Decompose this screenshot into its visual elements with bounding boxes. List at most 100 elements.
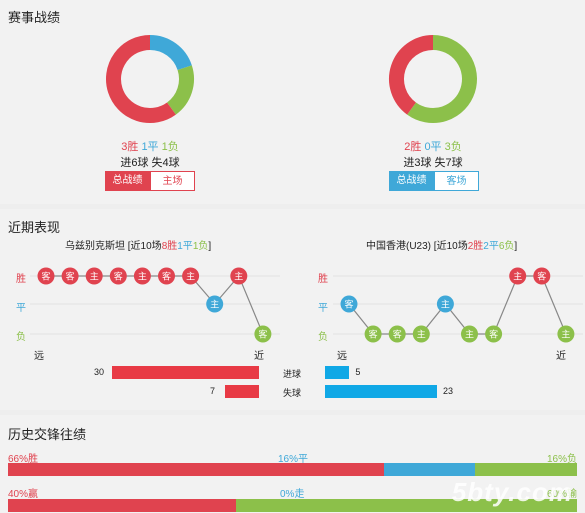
right-summary-wins: 2胜 [467,241,484,252]
left-axis-near: 近 [254,351,264,362]
left-trend-venue-label: 客 [66,271,75,282]
left-trend-venue-label: 主 [234,271,243,282]
left-trend-venue-label: 主 [138,271,147,282]
left-trend-point [230,267,248,285]
left-team-summary: 乌兹别克斯坦 [近10场8胜1平1负] [65,237,211,252]
left-trend-point [37,267,55,285]
right-trend-point [509,267,527,285]
left-win-count: 3胜 [121,141,139,153]
right-trend-venue-label: 客 [489,329,498,340]
right-trend-point [340,295,358,313]
goals-conceded-left-value: 7 [210,386,216,396]
left-draw-count: 1平 [141,141,159,153]
goals-scored-left-value: 30 [94,367,105,377]
left-summary-draws: 1平 [177,241,193,252]
right-goals-line: 进3球 失7球 [373,154,493,170]
right-loss-count: 3负 [444,141,462,153]
left-team-name: 乌兹别克斯坦 [65,241,125,252]
right-trend-point [436,295,454,313]
left-loss-count: 1负 [161,141,179,153]
left-trend-venue-label: 客 [41,271,50,282]
left-trend-point [158,267,175,285]
left-trend-venue-label: 客 [258,329,267,340]
right-axis-win: 胜 [318,274,328,285]
left-trend-chart: 客客主客主客主主主客 [30,267,280,343]
right-summary-losses: 6负 [498,241,515,252]
right-win-count: 2胜 [404,141,422,153]
history-title: 历史交锋往绩 [8,427,87,442]
goals-scored-right-value: 5 [355,367,361,377]
right-donut-win-slice [389,35,434,115]
left-trend-venue-label: 主 [186,271,195,282]
left-trend-point [85,267,103,285]
left-axis-far: 远 [34,351,44,362]
left-goals-for: 进6球 [120,157,149,169]
goals-conceded-right-value: 23 [443,386,454,396]
history-row2-bar [8,499,577,512]
watermark: 5bty.com [451,477,573,507]
goals-conceded-right-bar [325,385,437,398]
history-row1-c-segment [474,463,577,476]
history-row1-b-label: 16%平 [278,454,309,465]
left-home-tab[interactable]: 主场 [150,171,195,191]
right-trend-venue-label: 客 [369,329,378,340]
right-axis-draw: 平 [318,303,328,314]
right-total-tab[interactable]: 总战绩 [389,171,434,191]
history-row2-a-label: 40%赢 [8,489,39,500]
history-row1-a-label: 66%胜 [8,454,39,465]
right-trend-venue-label: 主 [441,299,450,310]
left-trend-point [206,295,224,313]
right-summary-draws: 2平 [483,241,499,252]
left-total-tab[interactable]: 总战绩 [105,171,150,191]
right-goals-for: 进3球 [403,157,432,169]
left-summary-wins: 8胜 [161,241,178,252]
record-title: 赛事战绩 [8,10,61,25]
left-trend-point [254,325,272,343]
history-row2-c-label: 60%输 [546,489,577,500]
left-donut-loss-slice [166,65,194,115]
left-axis-win: 胜 [16,274,26,285]
left-summary-suffix: ] [208,241,212,252]
history-row1-c-label: 16%负 [546,454,577,465]
left-trend-point [61,267,79,285]
right-axis-loss: 负 [318,332,328,343]
left-axis-loss: 负 [16,332,26,343]
history-row2-c-segment [235,499,577,512]
right-donut-chart [389,35,477,123]
record-section: 赛事战绩 3胜 1平 1负 进6球 失4球 总战绩 主场 2胜 0平 3负 进3… [0,0,585,204]
left-trend-venue-label: 客 [114,271,123,282]
left-donut-win-slice [106,35,176,123]
left-trend-venue-label: 主 [90,271,99,282]
recent-section: 近期表现 乌兹别克斯坦 [近10场8胜1平1负] 中国香港(U23) [近10场… [0,209,585,410]
right-summary-prefix: [近10场 [433,241,468,252]
right-axis-far: 远 [337,351,347,362]
left-trend-venue-label: 客 [162,271,171,282]
right-away-tab[interactable]: 客场 [434,171,479,191]
goals-conceded-left-bar [224,385,259,398]
left-trend-point [109,267,127,285]
right-trend-line [348,275,567,335]
right-trend-venue-label: 主 [561,329,570,340]
left-summary-prefix: [近10场 [127,241,162,252]
right-trend-venue-label: 客 [537,271,546,282]
right-trend-venue-label: 主 [465,329,474,340]
left-donut-chart [106,35,194,123]
left-trend-venue-label: 主 [210,299,219,310]
left-trend-point [133,267,151,285]
goals-scored-label: 进球 [283,369,302,379]
right-trend-chart: 客客客主主主 客主 客主 [333,267,583,343]
left-donut-draw-slice [149,35,192,71]
left-goals-against: 失4球 [151,157,180,169]
left-summary-losses: 1负 [192,241,209,252]
recent-title: 近期表现 [8,220,61,235]
right-trend-point [412,325,430,343]
history-row2-b-label: 0%走 [280,489,305,500]
right-trend-venue-label: 主 [513,271,522,282]
right-team-name: 中国香港(U23) [366,241,432,252]
right-record-line: 2胜 0平 3负 [373,138,493,154]
right-trend-venue-label: 客 [344,299,353,310]
left-axis-draw: 平 [16,303,26,314]
left-goals-line: 进6球 失4球 [90,154,210,170]
right-draw-count: 0平 [424,141,442,153]
goals-scored-right-bar [325,366,350,379]
